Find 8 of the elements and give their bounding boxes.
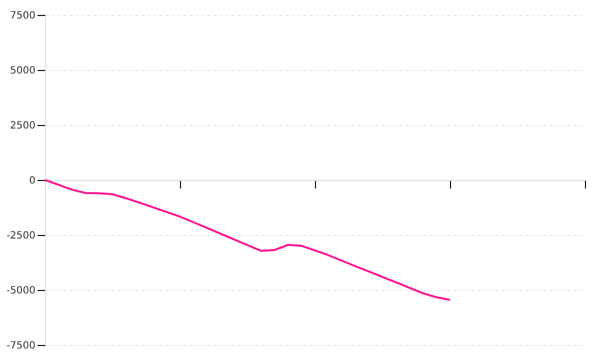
y-tick-label: 7500 bbox=[10, 10, 36, 22]
y-tick-label: 0 bbox=[29, 176, 36, 186]
line-series bbox=[44, 179, 451, 301]
y-tick-label: -7500 bbox=[6, 340, 36, 352]
y-tick-label: 2500 bbox=[10, 120, 36, 132]
y-tick-label: 5000 bbox=[10, 66, 36, 76]
y-tick-label: -2500 bbox=[6, 230, 36, 242]
y-tick-label: -5000 bbox=[6, 286, 36, 296]
